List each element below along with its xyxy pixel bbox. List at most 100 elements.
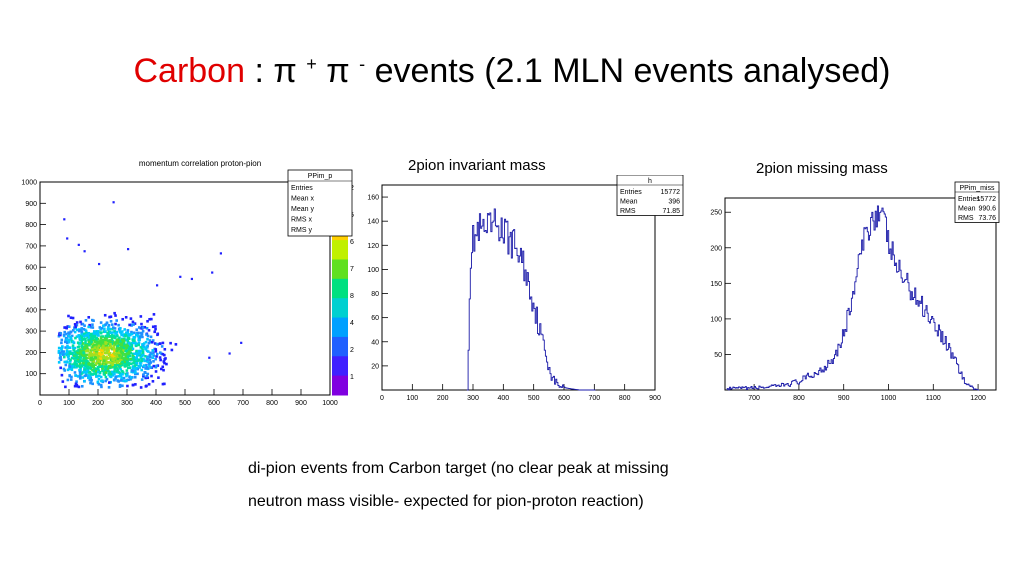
heatmap-cell	[70, 334, 74, 338]
heatmap-cell	[67, 325, 71, 329]
heatmap-cell	[121, 384, 124, 388]
heatmap-cell	[113, 349, 116, 353]
heatmap-cell	[87, 338, 90, 342]
heatmap-cell	[143, 359, 147, 363]
heatmap-cell	[95, 350, 98, 354]
heatmap-cell	[162, 368, 165, 372]
heatmap-cell	[67, 357, 70, 361]
heatmap-cell	[84, 334, 88, 337]
heatmap-cell	[143, 325, 147, 329]
y-tick-label: 100	[367, 267, 379, 274]
heatmap-cell	[126, 329, 130, 332]
heatmap-cell	[107, 325, 110, 329]
heatmap-cell	[116, 334, 119, 338]
heatmap-cell	[104, 323, 108, 326]
heatmap-cell	[96, 381, 100, 385]
heatmap-cell	[146, 334, 150, 338]
heatmap-cell	[124, 363, 127, 366]
heatmap-cell	[107, 341, 111, 344]
heatmap-cell	[144, 354, 147, 358]
heatmap-cell	[88, 323, 91, 327]
heatmap-cell	[133, 336, 137, 339]
heatmap-cell	[80, 359, 84, 362]
heatmap-cell	[67, 351, 71, 354]
heatmap-cell	[126, 359, 129, 363]
heatmap-cell	[137, 331, 140, 335]
heatmap-cell	[143, 371, 147, 374]
heatmap-cell	[100, 344, 103, 348]
heatmap-cell	[122, 349, 125, 352]
heatmap-cell	[116, 363, 120, 367]
heatmap-cell	[118, 346, 121, 350]
heatmap-cell	[97, 377, 101, 381]
heatmap-cell	[147, 366, 150, 370]
y-tick-label: 400	[25, 307, 37, 314]
heatmap-cell	[74, 356, 78, 360]
heatmap-cell	[135, 342, 138, 346]
heatmap-cell	[145, 384, 148, 388]
heatmap-cell	[89, 376, 93, 379]
heatmap-cell	[60, 350, 64, 353]
heatmap-cell	[122, 346, 126, 350]
heatmap-cell	[115, 347, 119, 351]
x-tick-label: 300	[467, 395, 479, 402]
heatmap-cell	[108, 361, 111, 364]
heatmap-cell	[59, 332, 63, 335]
heatmap-cell	[86, 334, 90, 337]
heatmap-cell	[135, 349, 138, 353]
heatmap-cell	[91, 334, 94, 337]
heatmap-cell	[87, 316, 91, 319]
y-tick-label: 20	[371, 363, 379, 370]
heatmap-cell	[115, 319, 118, 322]
heatmap-cell	[95, 352, 98, 356]
heatmap-cell	[103, 360, 107, 364]
heatmap-cell	[135, 361, 138, 365]
heatmap-cell	[121, 372, 124, 376]
heatmap-cell	[84, 319, 88, 322]
heatmap-cell	[66, 346, 70, 349]
heatmap-cell	[75, 335, 79, 338]
heatmap-cell	[74, 325, 77, 329]
heatmap-cell	[96, 330, 100, 333]
heatmap-cell	[99, 383, 103, 387]
heatmap-cell	[100, 351, 103, 355]
heatmap-cell	[126, 340, 130, 344]
heatmap-cell	[80, 336, 84, 339]
heatmap-cell	[139, 353, 143, 357]
stats-label: Mean	[620, 199, 638, 206]
heatmap-cell	[99, 321, 103, 324]
heatmap-cell	[59, 355, 62, 359]
heatmap-cell	[128, 323, 131, 327]
heatmap-cell	[86, 342, 90, 346]
heatmap-cell	[64, 346, 67, 349]
heatmap-cell	[109, 331, 112, 335]
heatmap-cell	[58, 353, 62, 357]
heatmap-cell	[117, 351, 121, 355]
heatmap-cell	[147, 341, 151, 345]
stats-box	[616, 175, 684, 216]
heatmap-cell	[73, 346, 77, 350]
heatmap-cell	[152, 364, 156, 368]
heatmap-cell	[127, 362, 131, 365]
x-tick-label: 700	[748, 395, 760, 402]
heatmap-cell	[92, 345, 95, 349]
heatmap-cell	[95, 362, 98, 365]
heatmap-cell	[133, 375, 137, 379]
heatmap-cell	[127, 342, 131, 345]
heatmap-cell	[73, 354, 76, 358]
heatmap-cell	[102, 370, 106, 374]
heatmap-cell	[163, 361, 166, 365]
heatmap-cell	[96, 370, 100, 374]
heatmap-cell	[160, 367, 163, 371]
heatmap-cell	[154, 325, 157, 328]
heatmap-cell	[113, 355, 116, 358]
heatmap-cell	[68, 360, 72, 363]
heatmap-cell	[101, 366, 104, 370]
heatmap-cell	[63, 360, 67, 364]
heatmap-cell	[85, 371, 88, 374]
heatmap-cell	[70, 368, 74, 372]
heatmap-cell	[165, 362, 168, 366]
heatmap-cell	[108, 315, 111, 319]
heatmap-cell	[93, 332, 96, 335]
heatmap-cell	[111, 358, 115, 361]
